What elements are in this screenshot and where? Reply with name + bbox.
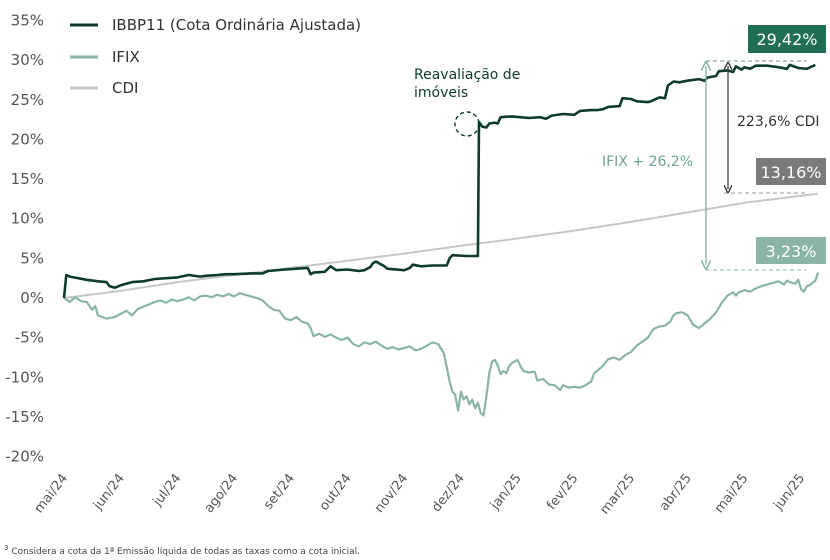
x-tick-label: nov/24 <box>372 471 411 516</box>
x-tick-label: out/24 <box>317 471 355 514</box>
ifix-spread-label: IFIX + 26,2% <box>602 154 693 170</box>
revaluation-line-2: imóveis <box>414 85 468 101</box>
revaluation-line-1: Reavaliação de <box>414 67 520 83</box>
legend-label-cdi: CDI <box>112 79 138 97</box>
footnote-marker: 3 <box>4 544 9 552</box>
y-tick-label: -15% <box>5 408 44 426</box>
series-lines <box>62 63 820 417</box>
y-tick-label: 5% <box>20 249 44 267</box>
legend-label-ifix: IFIX <box>112 48 140 66</box>
y-tick-label: 20% <box>11 130 44 148</box>
x-tick-label: fev/25 <box>544 471 581 513</box>
x-tick-label: jun/24 <box>90 471 128 513</box>
y-tick-label: 10% <box>11 210 44 228</box>
x-axis: mai/24 jun/24 jul/24 ago/24 set/24 out/24 nov/… <box>32 471 809 517</box>
x-tick-label: mar/25 <box>597 471 638 517</box>
x-tick-label: ago/24 <box>202 471 242 516</box>
y-tick-label: 0% <box>20 289 44 307</box>
revaluation-marker-circle <box>454 111 480 137</box>
y-tick-label: 15% <box>11 170 44 188</box>
ifix-final-badge <box>756 237 826 264</box>
y-tick-label: 35% <box>11 11 44 29</box>
x-tick-label: set/24 <box>261 471 298 512</box>
x-tick-label: jul/24 <box>150 471 185 510</box>
y-tick-label: -5% <box>15 329 44 347</box>
x-tick-label: abr/25 <box>657 471 695 514</box>
footnote-text: Considera a cota da 1ª Emissão líquida d… <box>8 547 360 557</box>
y-tick-label: 30% <box>11 51 44 69</box>
y-axis: 35% 30% 25% 20% 15% 10% 5% 0% -5% -10% -15% -20% <box>5 11 44 465</box>
series-line-ifix <box>63 272 820 417</box>
footnote: 3 Considera a cota da 1ª Emissão líquida… <box>4 544 360 557</box>
x-tick-label: jan/25 <box>487 471 525 513</box>
cdi-final-badge <box>756 158 826 185</box>
x-tick-label: jun/25 <box>771 471 809 513</box>
ibbp11-final-badge <box>748 25 826 53</box>
x-tick-label: dez/24 <box>429 471 468 515</box>
y-tick-label: -20% <box>5 448 44 466</box>
legend-label-ibbp11: IBBP11 (Cota Ordinária Ajustada) <box>112 16 361 34</box>
x-tick-label: mai/24 <box>32 471 72 516</box>
y-tick-label: -10% <box>5 368 44 386</box>
ifix-final-value: 3,23% <box>766 242 817 261</box>
series-line-cdi <box>63 192 819 299</box>
revaluation-annotation: Reavaliação de imóveis <box>414 67 525 101</box>
y-tick-label: 25% <box>11 91 44 109</box>
cdi-spread-label: 223,6% CDI <box>737 114 820 130</box>
ibbp11-final-value: 29,42% <box>756 30 817 49</box>
cdi-final-value: 13,16% <box>760 163 821 182</box>
x-tick-label: mai/25 <box>712 471 752 516</box>
legend: IBBP11 (Cota Ordinária Ajustada) IFIX CD… <box>70 16 361 97</box>
